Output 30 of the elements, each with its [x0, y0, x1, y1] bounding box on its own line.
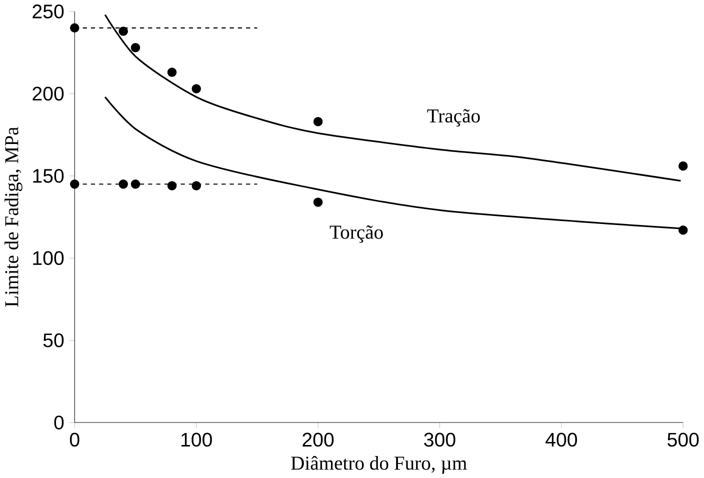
point	[130, 42, 140, 52]
y-axis-title: Limite de Fadiga, MPa	[4, 126, 22, 307]
point	[313, 197, 323, 207]
y-tick-label: 0	[54, 415, 64, 430]
y-tick-label: 50	[43, 333, 64, 348]
series-label: Tração	[427, 108, 480, 126]
y-tick-label: 100	[33, 251, 64, 265]
point	[167, 68, 177, 77]
y-tick-label: 200	[32, 86, 64, 100]
x-tick-label: 300	[424, 432, 456, 446]
point	[118, 179, 128, 189]
x-tick-label: 0	[70, 432, 80, 446]
point	[678, 225, 688, 235]
x-axis-title: Diâmetro do Furo, µm	[291, 456, 467, 474]
point	[192, 84, 201, 94]
y-tick-label: 250	[32, 4, 64, 18]
point	[130, 179, 140, 189]
point	[70, 23, 80, 32]
point	[678, 161, 688, 170]
x-tick-label: 200	[302, 432, 334, 446]
x-tick-label: 400	[546, 432, 577, 446]
series-label: Torção	[330, 225, 383, 243]
point	[192, 180, 201, 190]
x-tick-label: 500	[668, 432, 699, 446]
point	[70, 179, 80, 189]
point	[313, 116, 323, 126]
y-tick-label: 150	[33, 168, 64, 183]
point	[167, 180, 177, 190]
point	[118, 26, 128, 36]
x-tick-label: 100	[181, 432, 212, 446]
